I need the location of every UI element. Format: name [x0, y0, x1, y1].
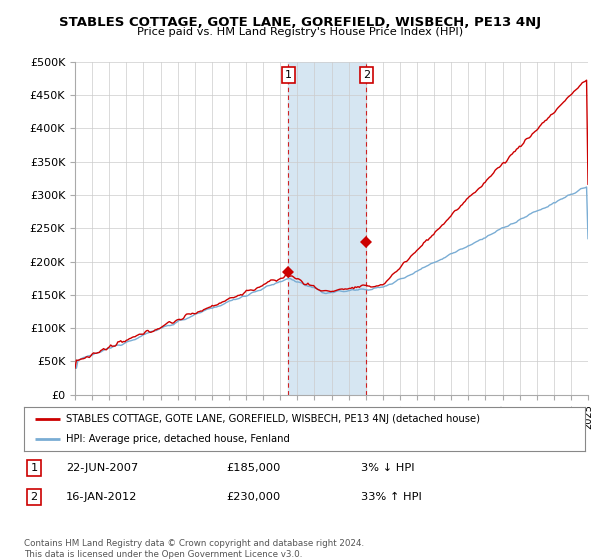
Text: HPI: Average price, detached house, Fenland: HPI: Average price, detached house, Fenl… — [66, 434, 290, 444]
Text: STABLES COTTAGE, GOTE LANE, GOREFIELD, WISBECH, PE13 4NJ: STABLES COTTAGE, GOTE LANE, GOREFIELD, W… — [59, 16, 541, 29]
Text: £185,000: £185,000 — [226, 463, 280, 473]
Text: 3% ↓ HPI: 3% ↓ HPI — [361, 463, 414, 473]
Bar — [288, 62, 367, 395]
Text: 16-JAN-2012: 16-JAN-2012 — [66, 492, 137, 502]
Text: 33% ↑ HPI: 33% ↑ HPI — [361, 492, 421, 502]
Text: £230,000: £230,000 — [226, 492, 280, 502]
Text: Price paid vs. HM Land Registry's House Price Index (HPI): Price paid vs. HM Land Registry's House … — [137, 27, 463, 37]
Text: STABLES COTTAGE, GOTE LANE, GOREFIELD, WISBECH, PE13 4NJ (detached house): STABLES COTTAGE, GOTE LANE, GOREFIELD, W… — [66, 414, 480, 424]
Text: 22-JUN-2007: 22-JUN-2007 — [66, 463, 139, 473]
Text: 2: 2 — [31, 492, 38, 502]
Text: 1: 1 — [285, 70, 292, 80]
Text: 2: 2 — [363, 70, 370, 80]
Text: 1: 1 — [31, 463, 38, 473]
Text: Contains HM Land Registry data © Crown copyright and database right 2024.
This d: Contains HM Land Registry data © Crown c… — [24, 539, 364, 559]
